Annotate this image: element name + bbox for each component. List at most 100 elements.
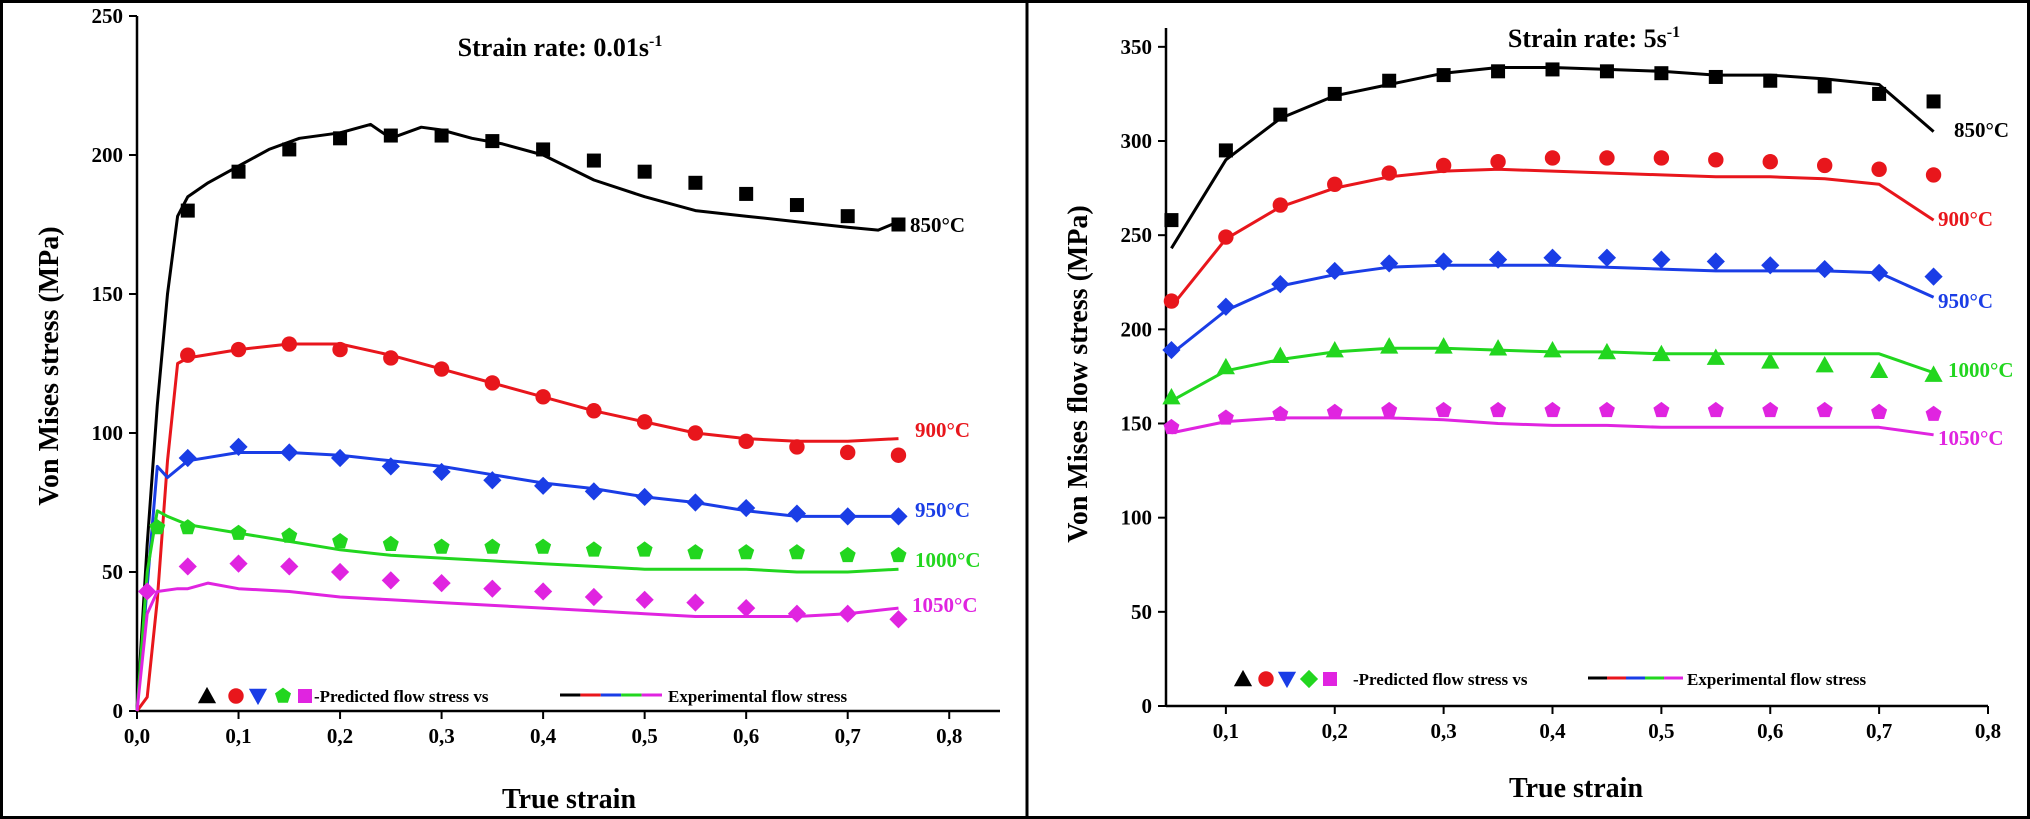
predicted-point [1545, 62, 1560, 77]
plot-area: 0,0 0,1 0,2 0,3 0,4 0,5 0,6 0,7 0,8 0 50 100 150 200 2… [92, 4, 1000, 748]
predicted-point [586, 403, 602, 419]
predicted-point [178, 448, 197, 468]
predicted-point [1763, 73, 1778, 88]
y-tick-label: 200 [92, 143, 124, 167]
predicted-point [1381, 165, 1397, 181]
legend-predicted-text: -Predicted flow stress vs [314, 687, 489, 706]
predicted-point [1653, 150, 1670, 166]
predicted-point [1872, 86, 1887, 101]
predicted-point [890, 546, 907, 563]
predicted-point [1162, 340, 1181, 360]
predicted-point [1597, 248, 1617, 267]
predicted-point [838, 604, 857, 623]
x-tick-label: 0,7 [1866, 719, 1892, 743]
predicted-point [1654, 66, 1669, 81]
legend-marker [228, 688, 244, 704]
predicted-point [1762, 401, 1779, 418]
predicted-point [686, 493, 705, 512]
y-tick-label: 150 [92, 282, 124, 306]
y-axis-label: Von Mises flow stress (MPa) [1063, 205, 1094, 543]
predicted-point [1272, 405, 1289, 421]
chart-title: Strain rate: 0.01s-1 [458, 33, 663, 62]
predicted-point [230, 341, 247, 358]
predicted-point [381, 571, 400, 590]
predicted-point [1380, 254, 1399, 273]
legend-predicted-text: -Predicted flow stress vs [1353, 670, 1528, 689]
series-850°C: 850°C [135, 122, 965, 712]
predicted-point [840, 209, 855, 224]
predicted-point [1273, 107, 1288, 122]
predicted-point [1271, 275, 1290, 294]
predicted-point [1706, 348, 1725, 365]
predicted-point [1706, 252, 1725, 271]
predicted-point [1164, 213, 1179, 228]
predicted-point [230, 524, 247, 540]
predicted-point [738, 544, 755, 560]
x-tick-label: 0,6 [733, 724, 759, 748]
predicted-point [332, 533, 348, 549]
predicted-point [1380, 337, 1399, 354]
series-label: 950°C [915, 498, 970, 522]
predicted-point [483, 471, 502, 490]
predicted-point [1381, 401, 1398, 418]
predicted-point [382, 535, 399, 551]
chart-panel-left: Strain rate: 0.01s-1 Von Mises stress (M… [34, 4, 1000, 815]
predicted-point [738, 433, 754, 450]
predicted-point [1870, 263, 1889, 282]
predicted-point [1924, 365, 1943, 382]
x-tick-label: 0,5 [1648, 719, 1674, 743]
predicted-point [688, 175, 703, 190]
predicted-point [1652, 250, 1671, 269]
y-tick-label: 50 [1131, 600, 1152, 624]
predicted-point [586, 153, 601, 168]
predicted-point [180, 347, 196, 363]
predicted-point [1327, 176, 1343, 193]
predicted-point [536, 142, 551, 157]
predicted-point [1599, 150, 1615, 166]
x-tick-label: 0,2 [1322, 719, 1348, 743]
experimental-line [1170, 167, 1935, 308]
series-900°C: 900°C [1163, 150, 1993, 309]
series-1000°C: 1000°C [1162, 337, 2014, 405]
predicted-point [889, 610, 908, 629]
predicted-point [636, 414, 653, 430]
predicted-point [1815, 259, 1834, 279]
predicted-point [484, 538, 501, 554]
predicted-point [1325, 261, 1344, 281]
series-label: 850°C [1954, 118, 2009, 142]
legend-predicted-markers [1233, 669, 1337, 689]
predicted-point [432, 574, 451, 593]
predicted-point [584, 587, 603, 607]
legend-marker [275, 687, 291, 703]
predicted-point [330, 448, 350, 468]
predicted-point [1435, 157, 1452, 174]
predicted-point [178, 557, 197, 576]
predicted-point [1491, 64, 1506, 79]
predicted-point [1816, 157, 1833, 174]
predicted-point [231, 164, 246, 179]
legend-marker [197, 686, 217, 704]
predicted-point [1218, 229, 1234, 245]
predicted-point [1216, 297, 1235, 316]
predicted-point [1216, 357, 1235, 375]
y-tick-label: 300 [1121, 129, 1153, 153]
predicted-point [1326, 403, 1343, 419]
x-tick-label: 0,5 [632, 724, 658, 748]
chart-title: Strain rate: 5s-1 [1508, 24, 1680, 53]
legend-marker [1323, 672, 1337, 686]
series-950°C: 950°C [135, 437, 970, 712]
predicted-point [787, 604, 807, 623]
x-tick-label: 0,4 [530, 724, 557, 748]
predicted-point [584, 482, 603, 501]
x-axis-label: True strain [502, 784, 636, 815]
y-tick-label: 0 [113, 699, 124, 723]
chart-panel-right: Strain rate: 5s-1 Von Mises flow stress … [1063, 24, 2014, 804]
predicted-point [635, 590, 654, 609]
predicted-point [686, 593, 705, 612]
predicted-point [1325, 340, 1344, 358]
chart-title-superscript: -1 [649, 33, 662, 50]
x-tick-label: 0,1 [225, 724, 251, 748]
legend-experimental-text: Experimental flow stress [1687, 670, 1866, 689]
y-tick-label: 250 [92, 4, 124, 28]
